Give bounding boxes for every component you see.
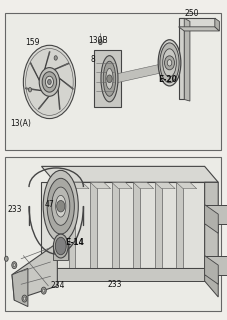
Polygon shape: [111, 182, 118, 268]
Polygon shape: [90, 182, 110, 189]
Text: 234: 234: [50, 281, 65, 290]
Polygon shape: [154, 182, 161, 268]
Ellipse shape: [159, 43, 178, 83]
Polygon shape: [175, 182, 182, 268]
Ellipse shape: [55, 196, 66, 217]
Ellipse shape: [101, 56, 117, 102]
Polygon shape: [41, 268, 204, 281]
Polygon shape: [178, 27, 218, 31]
Polygon shape: [204, 256, 217, 284]
Circle shape: [39, 68, 59, 96]
Ellipse shape: [52, 187, 69, 225]
Text: 159: 159: [25, 38, 40, 47]
Polygon shape: [178, 18, 183, 100]
Ellipse shape: [105, 68, 113, 89]
Ellipse shape: [55, 237, 66, 255]
Polygon shape: [204, 256, 226, 275]
Circle shape: [28, 87, 32, 92]
Polygon shape: [5, 157, 220, 311]
Text: E-14: E-14: [65, 238, 84, 247]
Circle shape: [98, 40, 102, 45]
Ellipse shape: [162, 49, 175, 77]
Text: 250: 250: [183, 9, 198, 18]
Polygon shape: [12, 243, 57, 300]
Circle shape: [13, 264, 15, 267]
Circle shape: [12, 262, 17, 269]
Circle shape: [42, 72, 57, 92]
Polygon shape: [133, 182, 139, 268]
Polygon shape: [25, 88, 42, 91]
Polygon shape: [90, 182, 96, 268]
Circle shape: [54, 56, 57, 60]
Polygon shape: [175, 182, 196, 189]
Polygon shape: [38, 94, 50, 109]
Ellipse shape: [158, 40, 180, 86]
Polygon shape: [204, 204, 217, 233]
Text: 8: 8: [90, 55, 94, 64]
Circle shape: [167, 60, 171, 66]
Polygon shape: [52, 63, 69, 70]
Polygon shape: [68, 182, 89, 189]
Polygon shape: [41, 182, 204, 268]
Polygon shape: [154, 182, 174, 189]
Circle shape: [23, 45, 75, 119]
Polygon shape: [53, 243, 68, 260]
Polygon shape: [12, 268, 28, 307]
Circle shape: [25, 49, 73, 116]
Polygon shape: [5, 13, 220, 150]
Polygon shape: [68, 182, 75, 268]
Text: 47: 47: [45, 200, 54, 209]
Circle shape: [164, 56, 174, 70]
Circle shape: [47, 79, 51, 84]
Ellipse shape: [103, 61, 115, 96]
Polygon shape: [183, 18, 189, 101]
Text: 13(A): 13(A): [10, 119, 30, 128]
Circle shape: [41, 287, 46, 294]
Circle shape: [42, 289, 45, 292]
Ellipse shape: [43, 170, 78, 242]
Polygon shape: [204, 268, 217, 297]
Polygon shape: [41, 166, 217, 182]
Polygon shape: [30, 62, 39, 81]
Polygon shape: [111, 182, 132, 189]
Polygon shape: [204, 182, 217, 284]
Polygon shape: [133, 182, 153, 189]
Ellipse shape: [53, 234, 68, 258]
Polygon shape: [59, 77, 73, 90]
Circle shape: [57, 200, 64, 212]
Circle shape: [22, 295, 27, 302]
Polygon shape: [178, 18, 214, 27]
Polygon shape: [93, 50, 120, 108]
Circle shape: [45, 76, 53, 88]
Text: 233: 233: [107, 280, 121, 289]
Polygon shape: [44, 52, 50, 71]
Polygon shape: [214, 18, 218, 31]
Circle shape: [23, 297, 25, 300]
Ellipse shape: [47, 178, 74, 234]
Text: E-20: E-20: [158, 75, 176, 84]
Text: 233: 233: [7, 205, 22, 214]
Circle shape: [106, 75, 112, 83]
Text: 130B: 130B: [88, 36, 107, 45]
Polygon shape: [204, 204, 226, 224]
Circle shape: [5, 256, 8, 261]
Polygon shape: [116, 64, 159, 83]
Polygon shape: [57, 89, 60, 109]
